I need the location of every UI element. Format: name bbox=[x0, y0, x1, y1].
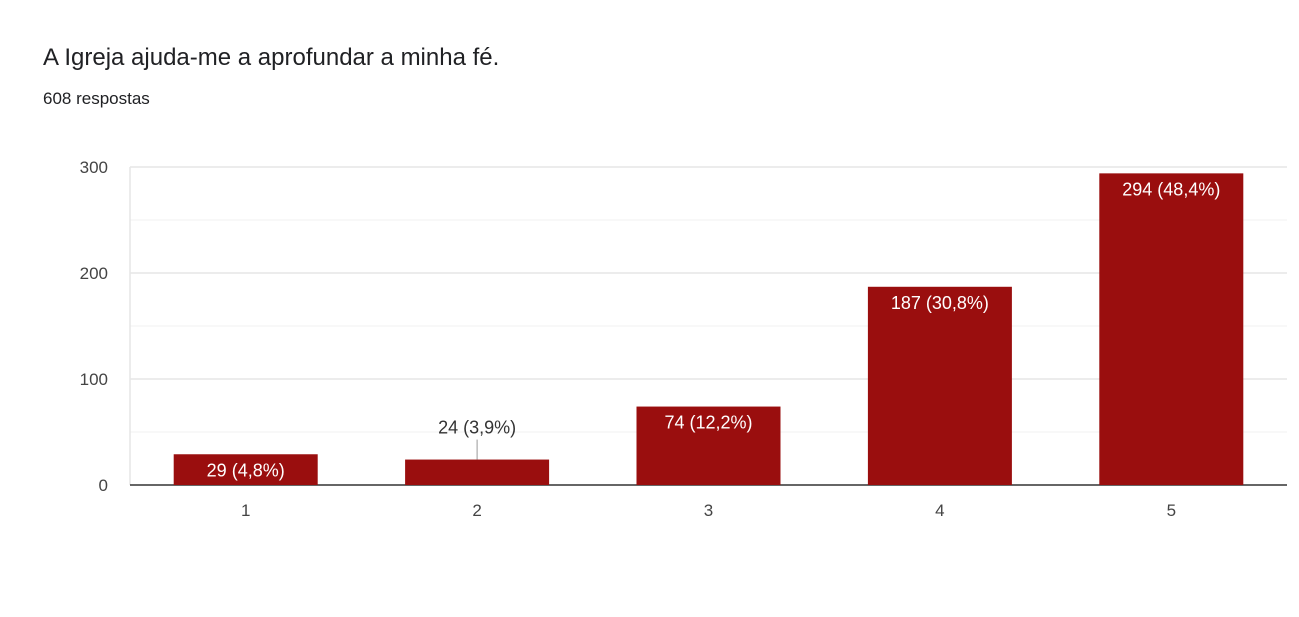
x-tick-label: 3 bbox=[704, 501, 713, 520]
x-tick-label: 2 bbox=[472, 501, 481, 520]
data-label: 74 (12,2%) bbox=[664, 413, 752, 433]
y-tick-label: 300 bbox=[80, 158, 108, 177]
bar bbox=[636, 406, 781, 485]
chart-title: A Igreja ajuda-me a aprofundar a minha f… bbox=[43, 44, 500, 71]
data-label: 187 (30,8%) bbox=[891, 293, 989, 313]
y-tick-label: 100 bbox=[80, 370, 108, 389]
x-tick-label: 4 bbox=[935, 501, 944, 520]
y-tick-label: 0 bbox=[99, 476, 108, 495]
bar bbox=[173, 454, 318, 485]
x-tick-label: 1 bbox=[241, 501, 250, 520]
bar bbox=[1099, 173, 1244, 486]
response-count: 608 respostas bbox=[43, 89, 150, 108]
bar bbox=[405, 459, 550, 485]
data-label: 294 (48,4%) bbox=[1122, 179, 1220, 199]
x-tick-label: 5 bbox=[1167, 501, 1176, 520]
data-label: 24 (3,9%) bbox=[438, 418, 516, 438]
data-label: 29 (4,8%) bbox=[207, 460, 285, 480]
y-tick-label: 200 bbox=[80, 264, 108, 283]
bar bbox=[867, 286, 1012, 485]
